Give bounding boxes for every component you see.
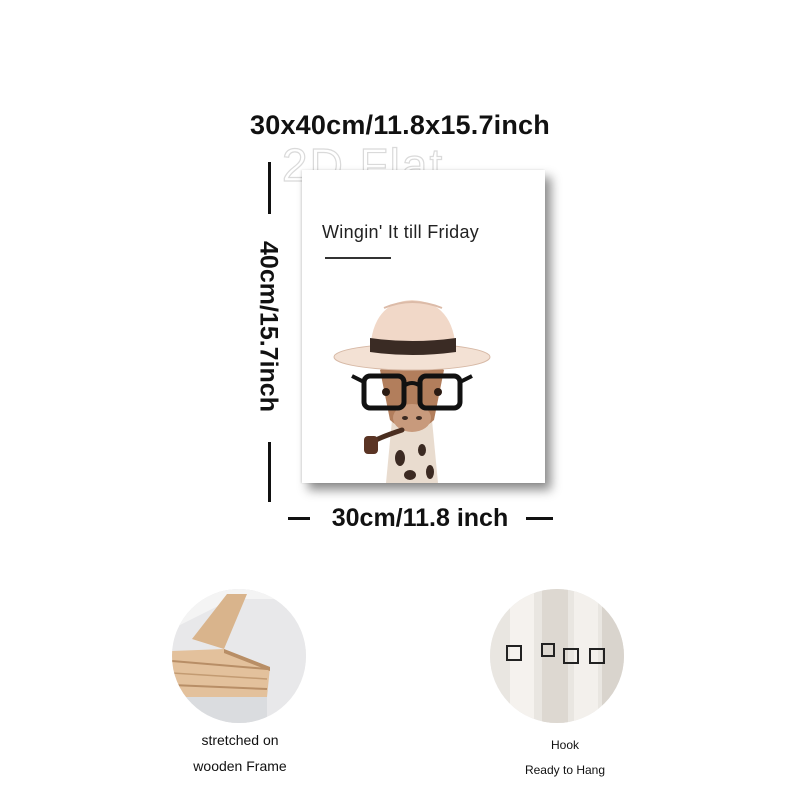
print-title: Wingin' It till Friday [322, 222, 480, 242]
hanging-hooks-photo [490, 589, 624, 723]
giraffe-icon [333, 300, 491, 483]
wooden-frame-corner-icon [172, 589, 306, 723]
wooden-frame-photo [172, 589, 306, 723]
width-dimension-bar-right [526, 517, 553, 520]
feature-frame-line2: wooden Frame [193, 758, 287, 774]
height-dimension-bar-top [268, 162, 271, 214]
dimension-height-label: 40cm/15.7inch [254, 241, 283, 412]
canvas-print: Wingin' It till Friday [302, 170, 545, 483]
print-underline [325, 257, 391, 259]
dimension-width-label: 30cm/11.8 inch [331, 504, 509, 532]
height-dimension-bar-bottom [268, 442, 271, 502]
feature-frame-line1: stretched on [201, 732, 279, 748]
hanging-hooks-icon [490, 589, 624, 723]
feature-hook-line1: Hook [550, 738, 579, 752]
feature-hook-line2: Ready to Hang [524, 763, 606, 777]
dimension-full-label: 30x40cm/11.8x15.7inch [250, 110, 550, 140]
width-dimension-bar-left [288, 517, 310, 520]
